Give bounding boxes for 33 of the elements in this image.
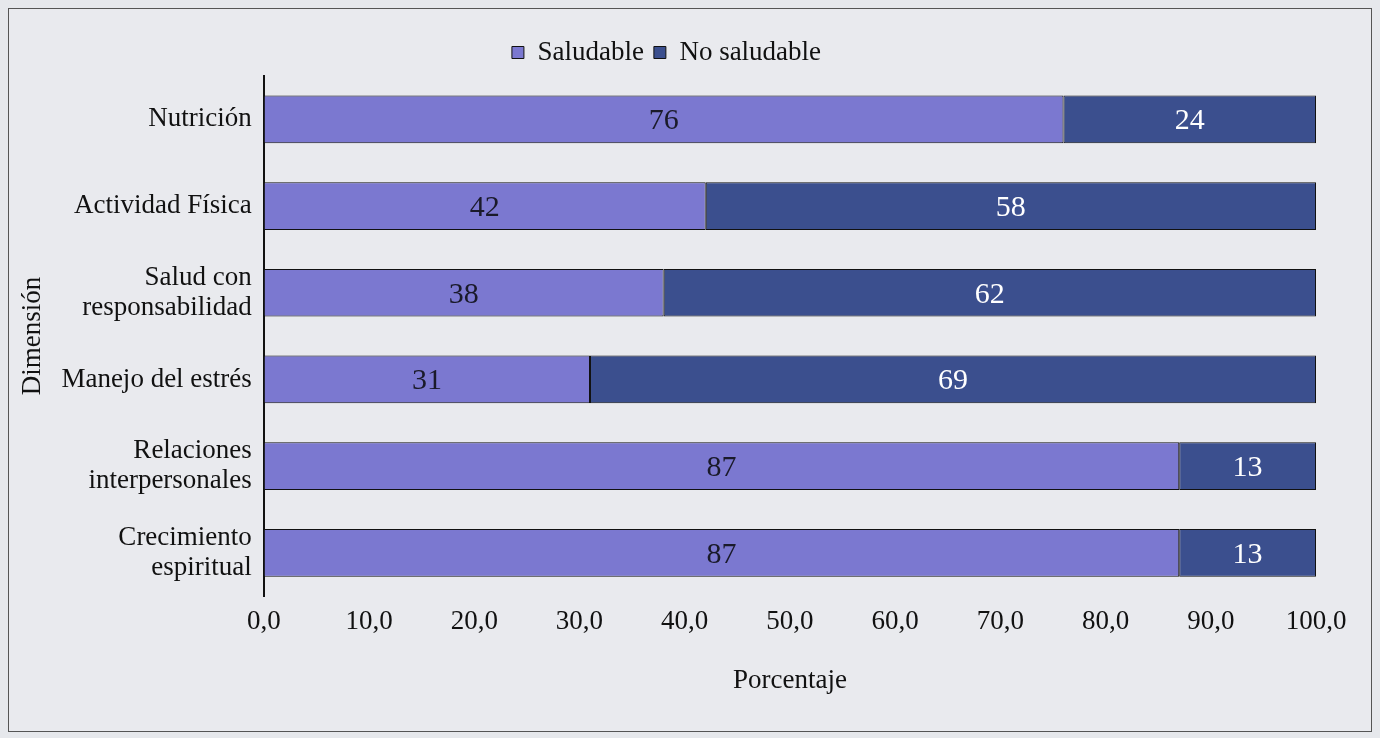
data-label: 38 xyxy=(448,275,479,309)
data-label: 87 xyxy=(706,535,737,569)
legend-label: No saludable xyxy=(679,35,822,66)
x-axis-title: Porcentaje xyxy=(732,663,847,694)
data-label: 76 xyxy=(648,102,679,136)
data-label: 42 xyxy=(469,188,500,222)
y-tick-label: Manejo del estrés xyxy=(61,362,252,393)
data-label: 13 xyxy=(1232,449,1263,483)
x-tick-label: 40,0 xyxy=(661,605,709,636)
x-tick-label: 80,0 xyxy=(1081,605,1130,636)
legend-label: Saludable xyxy=(537,35,644,66)
x-tick-label: 90,0 xyxy=(1187,605,1235,636)
data-label: 62 xyxy=(974,275,1005,309)
x-tick-label: 50,0 xyxy=(766,605,814,636)
x-tick-label: 10,0 xyxy=(345,605,393,636)
x-tick-label: 30,0 xyxy=(555,605,604,636)
x-tick-label: 100,0 xyxy=(1285,605,1347,636)
x-tick-label: 70,0 xyxy=(976,605,1024,636)
x-tick-label: 0,0 xyxy=(246,605,281,636)
y-tick-label: Relaciones interpersonales xyxy=(88,434,252,495)
data-label: 24 xyxy=(1174,102,1205,136)
data-label: 31 xyxy=(411,362,442,396)
data-label: 69 xyxy=(938,362,968,396)
x-tick-label: 60,0 xyxy=(871,605,919,636)
y-axis-title: Dimensión xyxy=(16,276,47,396)
y-tick-label: Salud con responsabilidad xyxy=(82,260,253,321)
y-tick-label: Crecimiento espiritual xyxy=(118,521,252,581)
y-tick-label: Nutrición xyxy=(148,102,253,133)
data-label: 87 xyxy=(706,449,737,483)
x-tick-label: 20,0 xyxy=(450,605,498,636)
data-label: 13 xyxy=(1232,535,1263,569)
data-label: 58 xyxy=(995,188,1026,222)
y-tick-label: Actividad Física xyxy=(74,189,252,220)
